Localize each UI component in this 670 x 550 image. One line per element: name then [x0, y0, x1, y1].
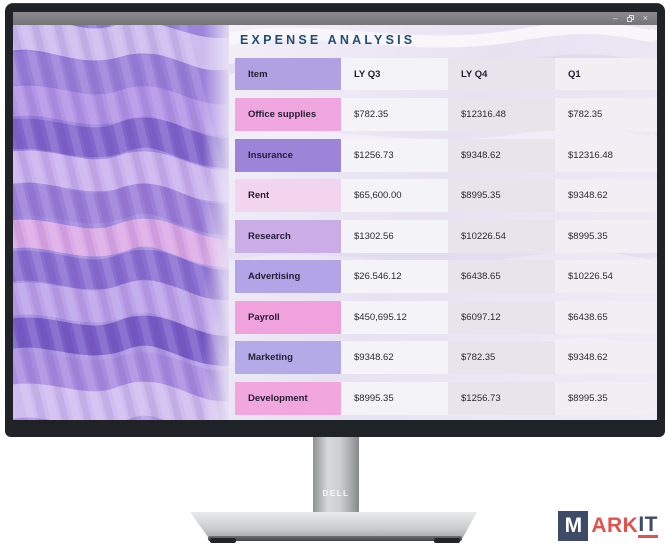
expense-table: Item LY Q3 LY Q4 Q1 Office supplies $782… — [235, 58, 657, 415]
value-cell-ly-q4[interactable]: $6097.12 — [448, 300, 555, 334]
value-cell-ly-q3[interactable]: $26.546.12 — [341, 260, 448, 293]
markit-logo-m-box: M — [558, 511, 589, 541]
value-cell-ly-q4[interactable]: $9348.62 — [448, 138, 555, 172]
item-cell[interactable]: Office supplies — [235, 98, 341, 131]
monitor-base-foot-left — [210, 538, 236, 543]
dell-logo: DELL — [322, 489, 350, 498]
item-cell[interactable]: Research — [235, 219, 341, 253]
column-header-ly-q3[interactable]: LY Q3 — [341, 58, 448, 90]
monitor-stand-neck: DELL — [313, 428, 359, 514]
markit-logo-ark: ARK — [591, 514, 639, 537]
item-cell[interactable]: Advertising — [235, 260, 341, 293]
value-cell-ly-q4[interactable]: $10226.54 — [448, 219, 555, 253]
wave-bands-graphic — [13, 25, 229, 420]
value-cell-ly-q4[interactable]: $6438.65 — [448, 260, 555, 293]
value-cell-q1[interactable]: $782.35 — [555, 98, 657, 131]
minimize-icon[interactable]: – — [612, 13, 618, 23]
value-cell-q1[interactable]: $9348.62 — [555, 341, 657, 374]
column-header-q1[interactable]: Q1 — [555, 58, 657, 90]
value-cell-ly-q4[interactable]: $12316.48 — [448, 98, 555, 131]
item-cell[interactable]: Development — [235, 381, 341, 415]
wallpaper-fade-edge — [203, 25, 229, 420]
value-cell-ly-q3[interactable]: $450,695.12 — [341, 300, 448, 334]
value-cell-ly-q3[interactable]: $9348.62 — [341, 341, 448, 374]
item-cell[interactable]: Rent — [235, 179, 341, 212]
table-row: Development $8995.35 $1256.73 $8995.35 — [235, 381, 657, 415]
value-cell-q1[interactable]: $12316.48 — [555, 138, 657, 172]
column-header-ly-q4[interactable]: LY Q4 — [448, 58, 555, 90]
value-cell-ly-q4[interactable]: $1256.73 — [448, 381, 555, 415]
value-cell-q1[interactable]: $6438.65 — [555, 300, 657, 334]
table-header-row: Item LY Q3 LY Q4 Q1 — [235, 58, 657, 90]
expense-panel: EXPENSE ANALYSIS Item LY Q3 LY Q4 Q1 Off… — [229, 25, 657, 420]
page-title: EXPENSE ANALYSIS — [240, 33, 416, 47]
table-row: Marketing $9348.62 $782.35 $9348.62 — [235, 341, 657, 374]
restore-window-icon[interactable] — [626, 15, 634, 22]
monitor-bezel: – × — [5, 3, 665, 437]
table-row: Rent $65,600.00 $8995.35 $9348.62 — [235, 179, 657, 212]
table-row: Research $1302.56 $10226.54 $8995.35 — [235, 219, 657, 253]
value-cell-ly-q3[interactable]: $1302.56 — [341, 219, 448, 253]
value-cell-q1[interactable]: $10226.54 — [555, 260, 657, 293]
close-icon[interactable]: × — [642, 13, 648, 23]
item-cell[interactable]: Marketing — [235, 341, 341, 374]
screen-content: EXPENSE ANALYSIS Item LY Q3 LY Q4 Q1 Off… — [13, 25, 657, 420]
value-cell-ly-q4[interactable]: $782.35 — [448, 341, 555, 374]
value-cell-ly-q3[interactable]: $782.35 — [341, 98, 448, 131]
table-row: Payroll $450,695.12 $6097.12 $6438.65 — [235, 300, 657, 334]
value-cell-q1[interactable]: $9348.62 — [555, 179, 657, 212]
markit-logo-it: IT — [638, 513, 658, 538]
markit-watermark: M ARK IT — [558, 511, 658, 541]
wallpaper-abstract-waves — [13, 25, 229, 420]
monitor-base-front-edge — [208, 536, 462, 541]
column-header-item[interactable]: Item — [235, 58, 341, 90]
value-cell-ly-q4[interactable]: $8995.35 — [448, 179, 555, 212]
value-cell-ly-q3[interactable]: $65,600.00 — [341, 179, 448, 212]
table-row: Insurance $1256.73 $9348.62 $12316.48 — [235, 138, 657, 172]
item-cell[interactable]: Payroll — [235, 300, 341, 334]
value-cell-q1[interactable]: $8995.35 — [555, 381, 657, 415]
value-cell-ly-q3[interactable]: $8995.35 — [341, 381, 448, 415]
monitor-stand-base — [190, 512, 477, 538]
monitor-base-foot-right — [434, 538, 460, 543]
table-row: Advertising $26.546.12 $6438.65 $10226.5… — [235, 260, 657, 293]
value-cell-q1[interactable]: $8995.35 — [555, 219, 657, 253]
item-cell[interactable]: Insurance — [235, 138, 341, 172]
window-titlebar: – × — [13, 12, 657, 25]
value-cell-ly-q3[interactable]: $1256.73 — [341, 138, 448, 172]
screen: – × — [13, 12, 657, 420]
table-row: Office supplies $782.35 $12316.48 $782.3… — [235, 98, 657, 131]
